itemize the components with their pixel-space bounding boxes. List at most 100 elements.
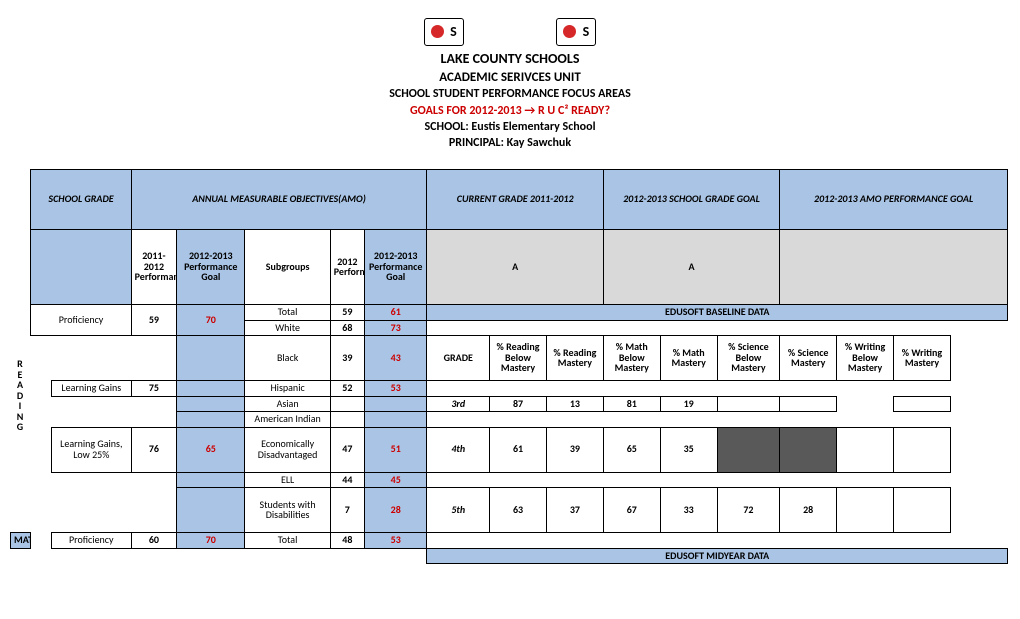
hdr-2012-perf: 2012 Performance: [330, 230, 364, 305]
page-title-block: LAKE COUNTY SCHOOLS ACADEMIC SERIVCES UN…: [0, 50, 1020, 151]
sub-black: Black: [245, 336, 330, 381]
black-2012: 39: [330, 336, 364, 381]
total-goal: 61: [364, 305, 427, 321]
edu-hdr-2: % Math Below Mastery: [603, 336, 660, 381]
edu-5th-0: 63: [490, 488, 547, 533]
econ-goal: 51: [364, 427, 427, 472]
grade-goal-A: A: [603, 230, 779, 305]
white-2012: 68: [330, 320, 364, 336]
title-line1: LAKE COUNTY SCHOOLS: [0, 50, 1020, 69]
total-2012: 59: [330, 305, 364, 321]
white-goal: 73: [364, 320, 427, 336]
math-total-2012: 48: [330, 533, 364, 549]
edu-5th-1: 37: [546, 488, 603, 533]
logo-row: [0, 18, 1020, 46]
edu-3rd-5: [780, 396, 837, 412]
edu-hdr-0: % Reading Below Mastery: [490, 336, 547, 381]
hdr-current-grade: CURRENT GRADE 2011-2012: [427, 170, 603, 230]
edu-hdr-1: % Reading Mastery: [546, 336, 603, 381]
prof-goal: 70: [177, 305, 245, 336]
edu-4th-4: [717, 427, 780, 472]
econ-2012: 47: [330, 427, 364, 472]
edu-4th-3: 35: [660, 427, 717, 472]
edu-hdr-3: % Math Mastery: [660, 336, 717, 381]
edu-4th-0: 61: [490, 427, 547, 472]
edu-5th-3: 33: [660, 488, 717, 533]
sub-econ: Economically Disadvantaged: [245, 427, 330, 472]
edusoft-baseline-hdr: EDUSOFT BASELINE DATA: [427, 305, 1008, 321]
edu-hdr-6: % Writing Below Mastery: [837, 336, 894, 381]
edu-4th-1: 39: [546, 427, 603, 472]
hispanic-goal: 53: [364, 381, 427, 397]
ell-2012: 44: [330, 472, 364, 488]
title-line3: SCHOOL STUDENT PERFORMANCE FOCUS AREAS: [0, 86, 1020, 102]
edu-hdr-grade: GRADE: [427, 336, 490, 381]
ell-goal: 45: [364, 472, 427, 488]
performance-table: SCHOOL GRADE ANNUAL MEASURABLE OBJECTIVE…: [10, 169, 1008, 564]
edu-4th-grade: 4th: [427, 427, 490, 472]
edu-5th-5: 28: [780, 488, 837, 533]
edu-hdr-5: % Science Mastery: [780, 336, 837, 381]
row-proficiency: Proficiency: [31, 305, 131, 336]
math-prof-goal: 70: [177, 533, 245, 549]
edu-3rd-0: 87: [490, 396, 547, 412]
sub-white: White: [245, 320, 330, 336]
sub-total: Total: [245, 305, 330, 321]
hdr-2011-2012-perf: 2011-2012 Performance: [131, 230, 177, 305]
sub-swd: Students with Disabilities: [245, 488, 330, 533]
current-grade-A: A: [427, 230, 603, 305]
perf-goal-blank: [780, 230, 1008, 305]
edusoft-midyear-hdr: EDUSOFT MIDYEAR DATA: [427, 548, 1008, 564]
title-school: SCHOOL: Eustis Elementary School: [0, 119, 1020, 135]
logo-right: [556, 18, 596, 46]
edu-3rd-2: 81: [603, 396, 660, 412]
prof-1112: 59: [131, 305, 177, 336]
swd-goal: 28: [364, 488, 427, 533]
side-label-reading: READING: [11, 305, 31, 488]
sub-amind: American Indian: [245, 412, 330, 428]
math-prof-1112: 60: [131, 533, 177, 549]
edu-3rd-4: [717, 396, 780, 412]
edu-3rd-3: 19: [660, 396, 717, 412]
sub-hispanic: Hispanic: [245, 381, 330, 397]
math-total-goal: 53: [364, 533, 427, 549]
swd-2012: 7: [330, 488, 364, 533]
gains-1112: 75: [131, 381, 177, 397]
title-goals: GOALS FOR 2012-2013 → R U C² READY?: [0, 103, 1020, 119]
row-math-proficiency: Proficiency: [51, 533, 131, 549]
hispanic-2012: 52: [330, 381, 364, 397]
edu-5th-6: [837, 488, 894, 533]
title-line2: ACADEMIC SERIVCES UNIT: [0, 69, 1020, 87]
row-learning-gains: Learning Gains: [51, 381, 131, 397]
hdr-school-grade: SCHOOL GRADE: [31, 170, 131, 230]
logo-left: [424, 18, 464, 46]
edu-3rd-1: 13: [546, 396, 603, 412]
title-principal: PRINCIPAL: Kay Sawchuk: [0, 135, 1020, 151]
sub-ell: ELL: [245, 472, 330, 488]
low-goal: 65: [177, 427, 245, 472]
edu-4th-5: [780, 427, 837, 472]
black-goal: 43: [364, 336, 427, 381]
hdr-amo: ANNUAL MEASURABLE OBJECTIVES(AMO): [131, 170, 427, 230]
hdr-perf-goal: 2012-2013 AMO PERFORMANCE GOAL: [780, 170, 1008, 230]
edu-5th-7: [894, 488, 951, 533]
edu-hdr-7: % Writing Mastery: [894, 336, 951, 381]
edu-4th-6: [837, 427, 894, 472]
edu-hdr-4: % Science Below Mastery: [717, 336, 780, 381]
edu-3rd-grade: 3rd: [427, 396, 490, 412]
low-1112: 76: [131, 427, 177, 472]
side-label-math: MATH: [11, 533, 31, 549]
edu-3rd-7: [894, 396, 951, 412]
edu-5th-4: 72: [717, 488, 780, 533]
sub-asian: Asian: [245, 396, 330, 412]
edu-5th-grade: 5th: [427, 488, 490, 533]
edu-5th-2: 67: [603, 488, 660, 533]
hdr-grade-goal: 2012-2013 SCHOOL GRADE GOAL: [603, 170, 779, 230]
hdr-goal-1213b: 2012-2013 Performance Goal: [364, 230, 427, 305]
edu-4th-7: [894, 427, 951, 472]
hdr-goal-1213a: 2012-2013 Performance Goal: [177, 230, 245, 305]
row-learning-gains-low: Learning Gains, Low 25%: [51, 427, 131, 472]
edu-4th-2: 65: [603, 427, 660, 472]
hdr-subgroups: Subgroups: [245, 230, 330, 305]
sub-total-math: Total: [245, 533, 330, 549]
